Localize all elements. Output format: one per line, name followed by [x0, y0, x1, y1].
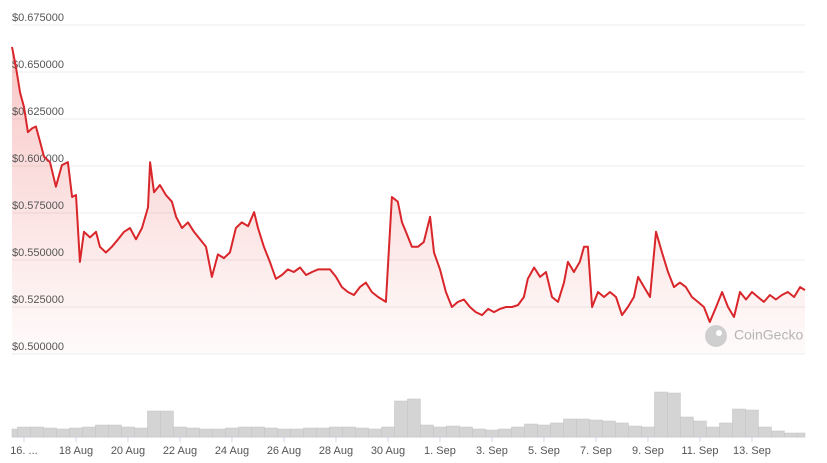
price-area: [12, 47, 805, 354]
volume-bar: [95, 424, 109, 438]
x-tick-label: 26 Aug: [267, 445, 301, 457]
volume-bar: [329, 426, 343, 438]
volume-bar: [160, 410, 174, 438]
volume-bar: [82, 426, 96, 438]
x-tick-label: 18 Aug: [59, 445, 93, 457]
x-tick-label: 3. Sep: [476, 445, 508, 457]
x-tick-label: 11. Sep: [681, 445, 718, 457]
x-tick-label: 16. ...: [10, 445, 38, 457]
volume-bar: [368, 428, 382, 438]
volume-bar: [446, 425, 460, 438]
volume-bar: [459, 426, 473, 438]
volume-bar: [264, 427, 278, 438]
volume-bar: [420, 424, 434, 438]
volume-bar: [303, 427, 317, 438]
volume-bar: [758, 426, 772, 438]
volume-bar: [550, 422, 564, 438]
volume-bar: [732, 408, 746, 438]
volume-bar: [238, 426, 252, 438]
x-tick-label: 20 Aug: [111, 445, 145, 457]
volume-bar: [394, 400, 408, 438]
volume-bar: [316, 427, 330, 438]
volume-bar: [134, 427, 148, 438]
x-tick-label: 13. Sep: [733, 445, 771, 457]
volume-bar: [30, 426, 44, 438]
volume-bar: [511, 426, 525, 438]
volume-bar: [693, 420, 707, 438]
volume-bar: [602, 420, 616, 438]
y-tick-label: $0.575000: [12, 200, 64, 212]
volume-bar: [784, 432, 798, 438]
volume-bar: [381, 426, 395, 438]
x-tick-label: 24 Aug: [215, 445, 249, 457]
volume-bar: [654, 391, 668, 438]
volume-bar: [472, 428, 486, 438]
volume-bar: [641, 426, 655, 438]
volume-bar: [485, 429, 499, 438]
y-tick-label: $0.600000: [12, 153, 64, 165]
volume-bar: [563, 418, 577, 438]
volume-bar: [537, 424, 551, 438]
x-tick-label: 1. Sep: [424, 445, 456, 457]
volume-bar: [225, 427, 239, 438]
volume-bar: [11, 428, 18, 438]
volume-bar: [680, 416, 694, 438]
volume-bar: [407, 398, 421, 438]
volume-bar: [277, 428, 291, 438]
y-tick-label: $0.500000: [12, 341, 64, 353]
volume-bar: [147, 410, 161, 438]
volume-bar: [524, 423, 538, 438]
volume-bar: [108, 424, 122, 438]
volume-bar: [69, 427, 83, 438]
watermark-text: CoinGecko: [734, 327, 803, 343]
volume-bar: [212, 428, 226, 438]
y-tick-label: $0.550000: [12, 247, 64, 259]
x-tick-label: 9. Sep: [632, 445, 664, 457]
volume-bar: [745, 409, 759, 438]
volume-bar: [355, 427, 369, 438]
y-tick-label: $0.525000: [12, 294, 64, 306]
volume-bar: [199, 428, 213, 438]
volume-bar: [797, 432, 806, 438]
volume-bar: [433, 426, 447, 438]
price-line: [11, 46, 806, 323]
volume-bar: [290, 428, 304, 438]
volume-bar: [121, 426, 135, 438]
x-tick-label: 30 Aug: [371, 445, 405, 457]
volume-bar: [615, 422, 629, 438]
volume-bar: [628, 425, 642, 438]
volume-bar: [342, 426, 356, 438]
volume-bar: [17, 426, 31, 438]
volume-bar: [706, 426, 720, 438]
volume-bar: [498, 428, 512, 438]
y-tick-label: $0.625000: [12, 106, 64, 118]
volume-bar: [173, 426, 187, 438]
y-tick-label: $0.650000: [12, 59, 64, 71]
volume-bar: [56, 428, 70, 438]
x-tick-label: 7. Sep: [580, 445, 612, 457]
watermark-logo: [705, 325, 727, 347]
watermark: CoinGecko: [705, 325, 803, 347]
x-tick-label: 22 Aug: [163, 445, 197, 457]
volume-bar: [576, 418, 590, 438]
volume-bar: [667, 392, 681, 438]
volume-bar: [589, 419, 603, 438]
y-tick-label: $0.675000: [12, 12, 64, 24]
volume-bar: [186, 427, 200, 438]
watermark-logo-eye: [716, 330, 722, 336]
volume-bar: [719, 422, 733, 438]
x-tick-label: 5. Sep: [528, 445, 560, 457]
volume-bar: [771, 430, 785, 438]
volume-bar: [251, 426, 265, 438]
x-tick-label: 28 Aug: [319, 445, 353, 457]
volume-bar: [43, 427, 57, 438]
